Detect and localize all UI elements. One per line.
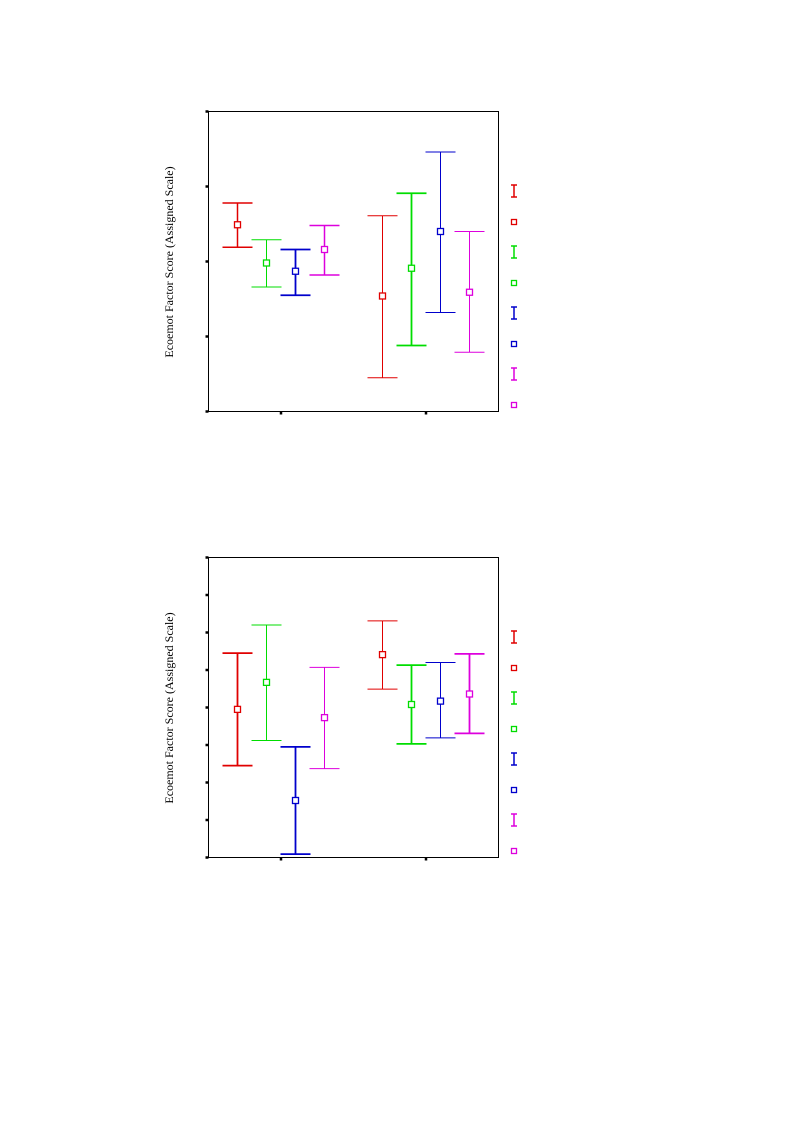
error-bar-series-4-group-1 xyxy=(309,224,340,276)
error-bar-chart-1: Ecoemot Factor Score (Assigned Scale) xyxy=(0,0,793,440)
data-marks xyxy=(222,151,485,379)
legend-errorbar-symbol-1 xyxy=(511,630,517,644)
mean-marker xyxy=(233,221,242,229)
legend-errorbar-symbol-4 xyxy=(511,367,517,381)
mean-marker xyxy=(465,690,474,698)
legend-errorbar-symbol-4 xyxy=(511,813,517,827)
y-ticks xyxy=(205,110,209,413)
legend-marker-2 xyxy=(510,279,518,287)
mean-marker xyxy=(407,264,416,272)
mean-marker xyxy=(465,288,474,296)
y-axis-label: Ecoemot Factor Score (Assigned Scale) xyxy=(162,612,176,803)
mean-marker xyxy=(436,697,445,705)
mean-marker xyxy=(233,705,242,714)
y-axis-label: Ecoemot Factor Score (Assigned Scale) xyxy=(162,166,176,357)
error-bar-series-4-group-1 xyxy=(309,666,340,770)
error-bar-series-1-group-2 xyxy=(367,620,398,690)
legend-marker-1 xyxy=(510,664,518,672)
legend-errorbar-symbol-3 xyxy=(511,752,517,766)
error-bar-series-2-group-1 xyxy=(251,624,282,741)
legend-marker-4 xyxy=(510,401,518,409)
mean-marker xyxy=(320,713,329,722)
error-bar-series-4-group-2 xyxy=(454,231,485,353)
mean-marker xyxy=(291,796,300,805)
mean-marker xyxy=(436,227,445,236)
error-bar-chart-2: Ecoemot Factor Score (Assigned Scale) xyxy=(0,446,793,886)
legend-marker-3 xyxy=(510,340,518,348)
error-bar-series-2-group-1 xyxy=(251,239,282,288)
mean-marker xyxy=(378,292,387,300)
plot-frame xyxy=(208,557,499,858)
mean-marker xyxy=(320,245,329,254)
legend xyxy=(510,184,518,409)
mean-marker xyxy=(262,678,271,687)
mean-marker xyxy=(291,267,300,275)
error-bar-series-3-group-2 xyxy=(425,151,456,313)
error-bar-series-4-group-2 xyxy=(454,652,485,735)
error-bar-series-1-group-1 xyxy=(222,202,253,248)
x-ticks xyxy=(279,411,428,415)
x-ticks xyxy=(279,857,428,861)
chart-2-svg: Ecoemot Factor Score (Assigned Scale) xyxy=(162,556,518,861)
error-bar-series-2-group-2 xyxy=(396,664,427,745)
plot-frame xyxy=(208,111,499,412)
legend-errorbar-symbol-3 xyxy=(511,306,517,320)
legend-errorbar-symbol-2 xyxy=(511,691,517,705)
error-bar-series-1-group-1 xyxy=(222,652,253,767)
error-bar-series-3-group-2 xyxy=(425,662,456,739)
legend-marker-1 xyxy=(510,218,518,226)
mean-marker xyxy=(407,700,416,709)
mean-marker xyxy=(378,650,387,659)
error-bar-series-2-group-2 xyxy=(396,192,427,347)
error-bar-series-3-group-1 xyxy=(280,745,311,856)
y-ticks xyxy=(205,556,209,859)
legend-marker-3 xyxy=(510,786,518,794)
legend-marker-4 xyxy=(510,847,518,855)
error-bar-series-3-group-1 xyxy=(280,248,311,297)
legend xyxy=(510,630,518,855)
legend-errorbar-symbol-1 xyxy=(511,184,517,198)
data-marks xyxy=(222,620,485,856)
legend-marker-2 xyxy=(510,725,518,733)
error-bar-series-1-group-2 xyxy=(367,215,398,379)
mean-marker xyxy=(262,259,271,267)
legend-errorbar-symbol-2 xyxy=(511,245,517,259)
chart-1-svg: Ecoemot Factor Score (Assigned Scale) xyxy=(162,110,518,415)
